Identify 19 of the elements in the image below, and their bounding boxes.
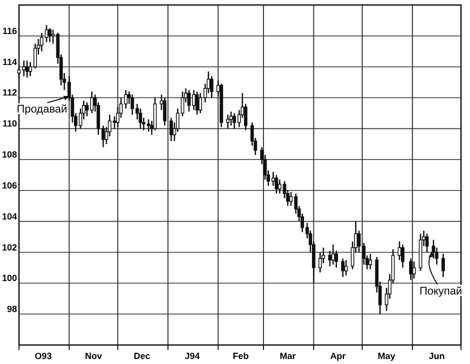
y-tick-label: 104: [2, 211, 17, 222]
x-tick-label: Dec: [134, 351, 150, 361]
x-tick-label: Mar: [280, 351, 296, 361]
x-tick-label: Jun: [428, 351, 445, 361]
y-tick-label: 106: [2, 180, 17, 190]
y-tick-label: 116: [2, 26, 17, 36]
x-tick-label: O93: [34, 351, 52, 361]
x-tick-label: Nov: [84, 351, 102, 361]
y-tick-label: 110: [2, 118, 17, 129]
x-tick-label: May: [378, 351, 396, 361]
x-tick-label: J94: [184, 351, 200, 361]
x-tick-label: Apr: [330, 351, 346, 361]
y-tick-label: 108: [2, 150, 17, 160]
x-tick-label: Feb: [232, 351, 250, 361]
y-tick-label: 100: [2, 273, 17, 284]
y-tick-label: 98: [6, 304, 17, 314]
y-tick-label: 102: [2, 242, 17, 252]
y-tick-label: 112: [2, 88, 17, 98]
y-tick-label: 114: [2, 56, 17, 67]
